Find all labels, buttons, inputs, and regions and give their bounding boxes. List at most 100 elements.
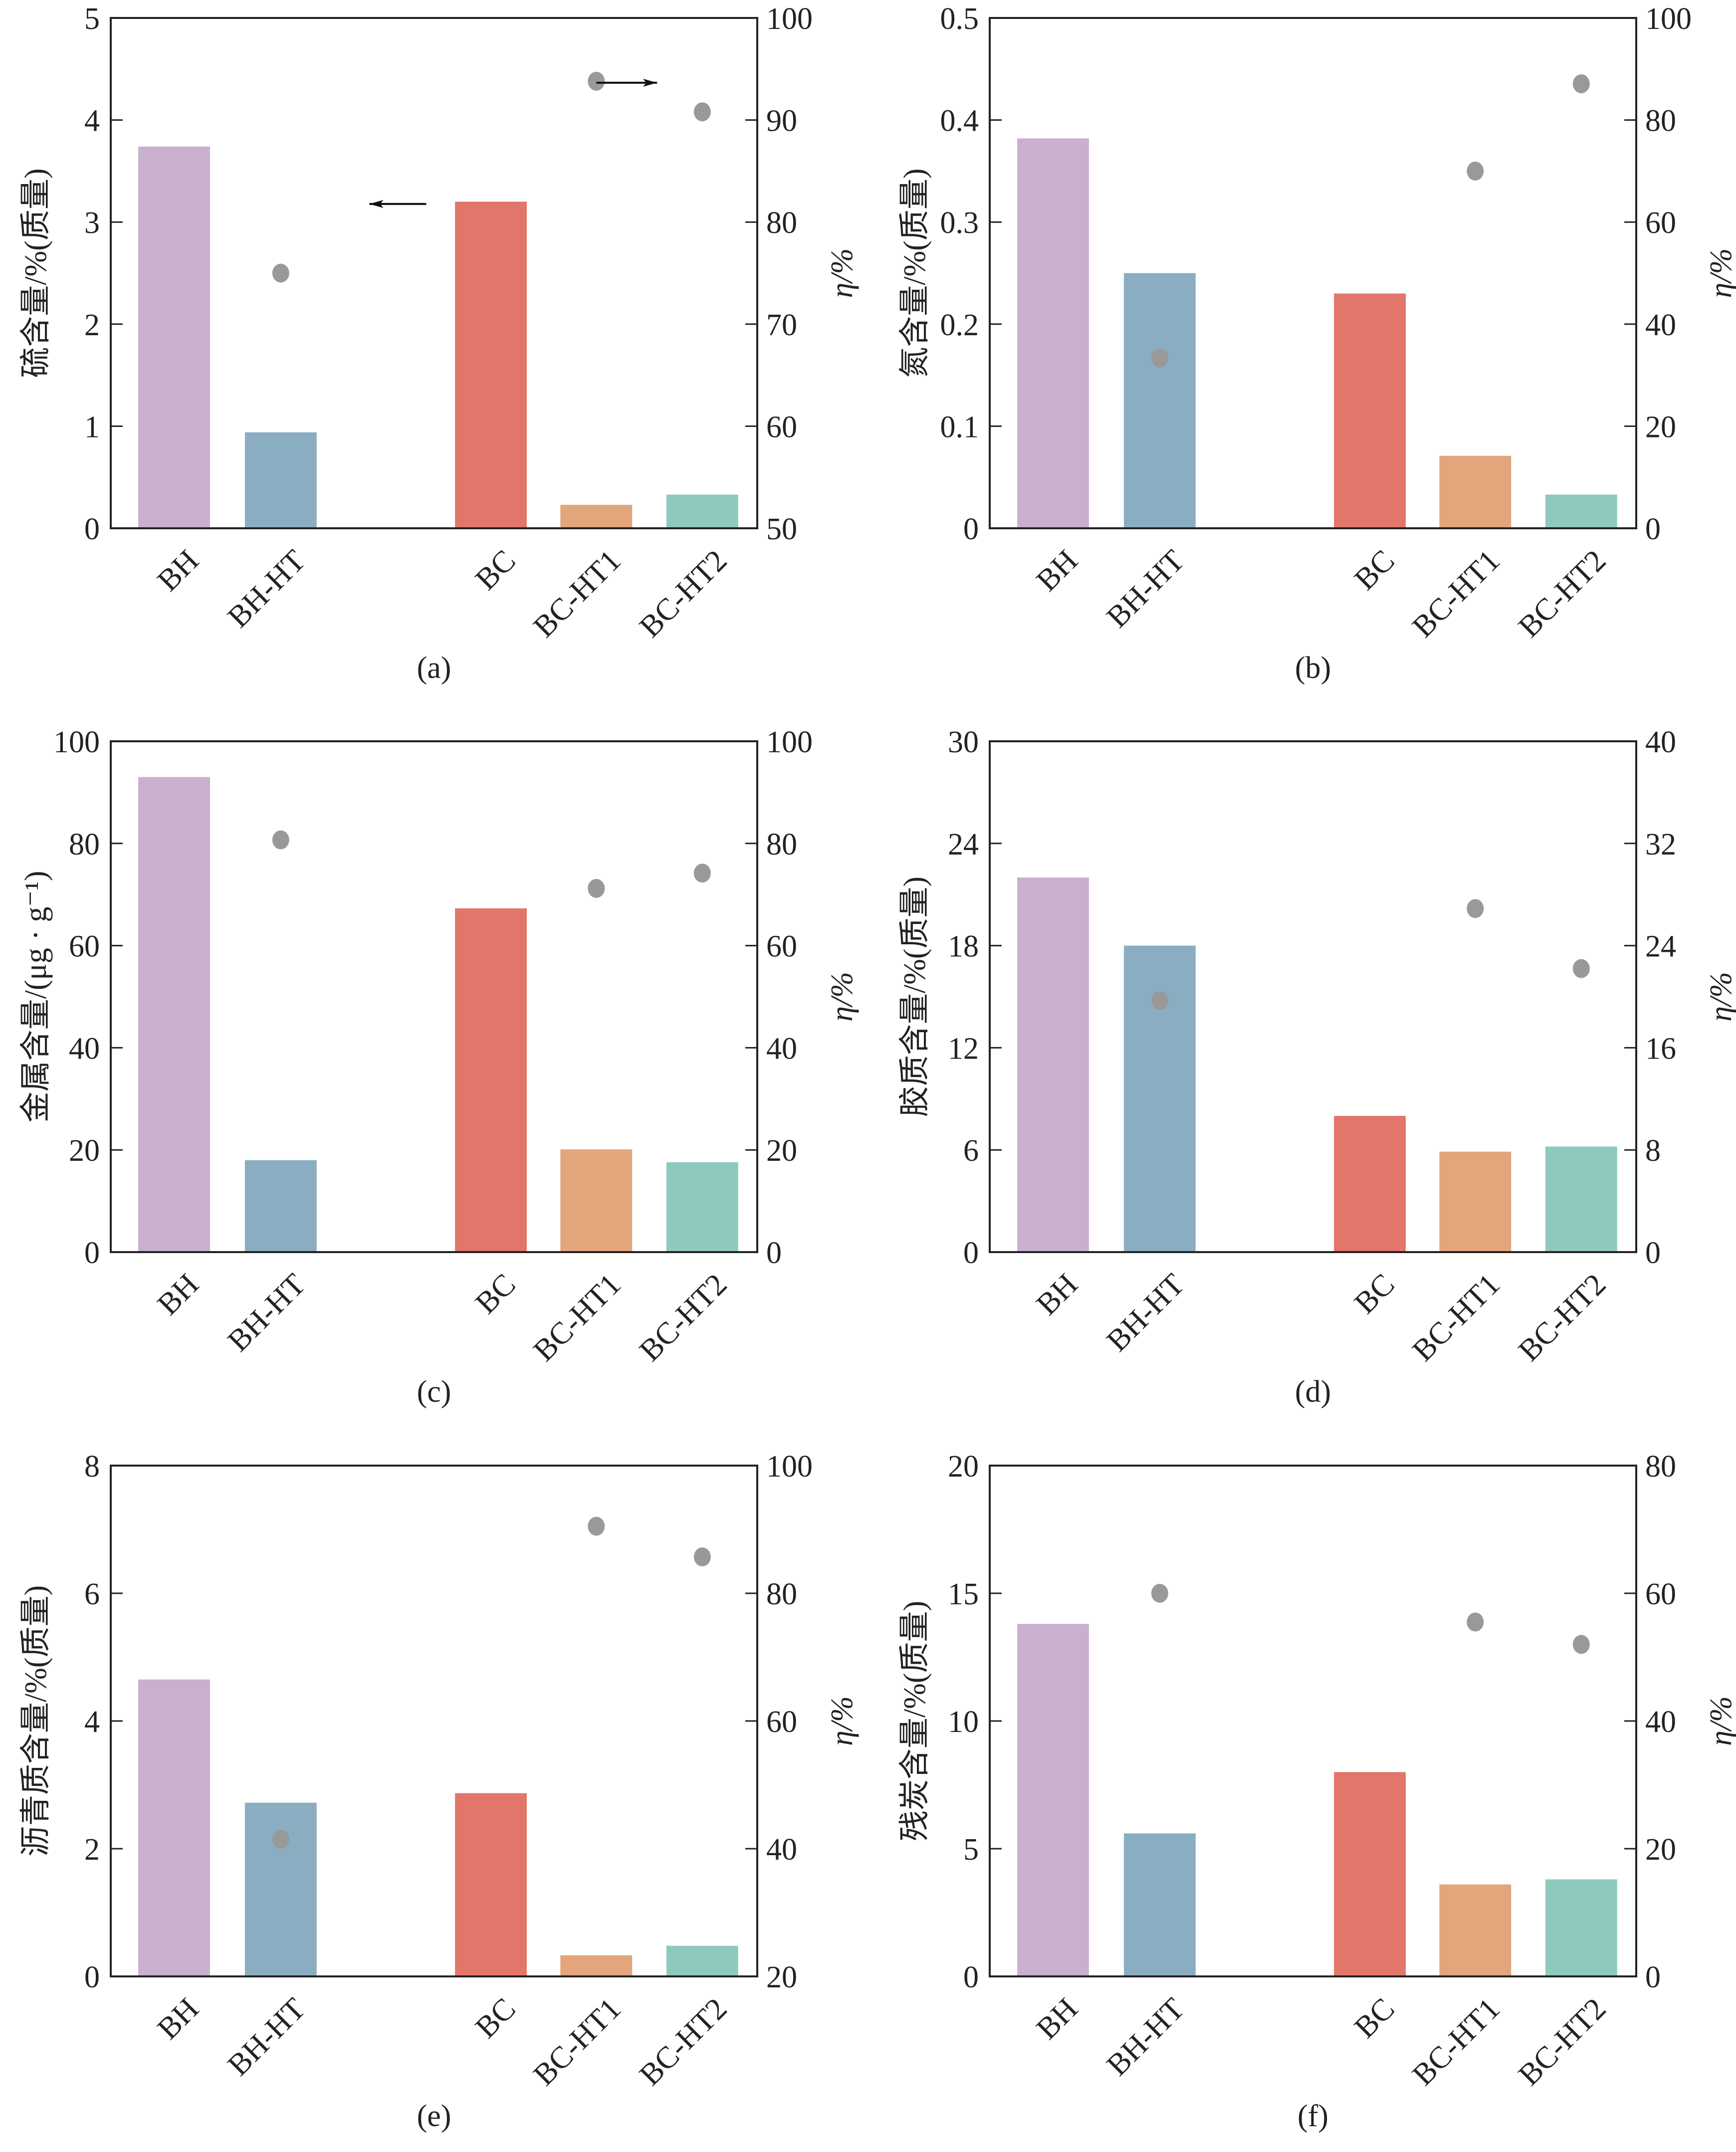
right-axis-title: η/% [1704, 1696, 1736, 1746]
chart-panel-d: 0 6 12 18 24 30 0 8 16 24 32 40 BH BH-HT BC BC-HT1 BC-HT… [898, 725, 1736, 1409]
category-label: BC-HT1 [527, 1268, 628, 1368]
category-label: BH [1030, 1268, 1085, 1322]
left-tick-label: 20 [948, 1450, 979, 1484]
left-tick-label: 0 [963, 512, 979, 546]
bar-bc-ht2 [666, 1945, 738, 1976]
right-tick-label: 70 [766, 308, 797, 342]
left-axis-title: 残炭含量/%(质量) [898, 1601, 932, 1841]
chart-panel-c: 0 20 40 60 80 100 0 20 40 60 80 100 BH BH-HT BC BC-HT1 B… [19, 725, 859, 1409]
category-label: BH-HT [1100, 1992, 1191, 2083]
chart-panel-a: 0 1 2 3 4 5 50 60 70 80 90 100 BH BH-HT BC BC-HT1 BC-HT2… [19, 2, 859, 685]
plot-frame [989, 17, 1637, 529]
eta-point-bc-ht1 [1467, 899, 1484, 918]
category-label: BC [1348, 544, 1401, 597]
eta-point-bc-ht2 [693, 102, 711, 122]
category-label: BH-HT [1100, 1268, 1191, 1358]
category-label: BC [1348, 1268, 1401, 1321]
right-tick-label: 100 [1645, 2, 1692, 36]
bar-bc-ht1 [1439, 1151, 1512, 1252]
right-tick-label: 0 [1645, 1960, 1661, 1994]
bar-bh [1017, 1624, 1089, 1976]
left-axis-title: 硫含量/%(质量) [19, 168, 53, 378]
category-label: BC [469, 544, 522, 597]
left-tick-label: 0.2 [940, 308, 979, 342]
left-tick-label: 6 [84, 1577, 100, 1611]
plot-frame [110, 740, 758, 1253]
left-tick-label: 8 [84, 1450, 100, 1484]
bar-bh-ht [1123, 1833, 1196, 1976]
right-tick-label: 100 [766, 2, 813, 36]
eta-point-bh-ht [1151, 348, 1168, 368]
chart-panel-f: 0 5 10 15 20 0 20 40 60 80 BH BH-HT BC BC-HT1 BC-HT2 残炭… [898, 1450, 1736, 2133]
right-tick-label: 0 [766, 1236, 782, 1270]
category-label: BH [151, 1992, 206, 2046]
right-tick-label: 100 [766, 1450, 813, 1484]
category-label: BH-HT [1100, 544, 1191, 635]
eta-point-bc-ht2 [1572, 959, 1590, 978]
eta-point-bh-ht [272, 1829, 289, 1849]
left-tick-label: 0.3 [940, 206, 979, 240]
right-axis-title: η/% [1704, 248, 1736, 298]
right-tick-label: 0 [1645, 512, 1661, 546]
category-label: BC-HT2 [633, 544, 734, 645]
category-label: BC [1348, 1992, 1401, 2045]
right-tick-label: 40 [1645, 725, 1676, 759]
right-tick-label: 90 [766, 104, 797, 138]
left-tick-label: 0 [963, 1236, 979, 1270]
left-tick-label: 5 [84, 2, 100, 36]
eta-point-bc-ht1 [588, 878, 605, 898]
right-tick-label: 80 [1645, 1450, 1676, 1484]
left-tick-label: 20 [69, 1134, 100, 1168]
right-tick-label: 24 [1645, 930, 1676, 964]
bar-bc [1334, 1772, 1406, 1976]
category-label: BC-HT1 [1406, 1268, 1507, 1368]
category-label: BC-HT1 [1406, 1992, 1507, 2093]
category-label: BH-HT [221, 1992, 312, 2083]
eta-point-bh-ht [1151, 1584, 1168, 1603]
left-tick-label: 6 [963, 1134, 979, 1168]
right-tick-label: 16 [1645, 1032, 1676, 1066]
eta-point-bc-ht2 [693, 1547, 711, 1567]
panel-label: (b) [1295, 651, 1331, 685]
left-tick-label: 18 [948, 930, 979, 964]
left-arrow-icon [369, 200, 384, 208]
left-tick-label: 5 [963, 1833, 979, 1867]
eta-point-bh-ht [1151, 991, 1168, 1010]
right-axis-title: η/% [825, 1696, 859, 1746]
panel-label: (e) [417, 2099, 451, 2133]
right-axis-title: η/% [1704, 972, 1736, 1022]
eta-point-bc-ht1 [588, 1516, 605, 1536]
left-tick-label: 100 [53, 725, 100, 759]
category-label: BH [151, 1268, 206, 1322]
left-tick-label: 0.1 [940, 410, 979, 444]
eta-point-bc-ht2 [693, 863, 711, 883]
right-axis-title: η/% [825, 972, 859, 1022]
left-axis-title: 金属含量/(μg · g⁻¹) [19, 871, 53, 1123]
right-tick-label: 0 [1645, 1236, 1661, 1270]
bar-bc-ht2 [1545, 1146, 1617, 1252]
right-tick-label: 60 [1645, 206, 1676, 240]
bar-bh-ht [244, 1160, 317, 1252]
plot-frame [110, 17, 758, 529]
bar-bc [455, 1793, 527, 1976]
left-tick-label: 2 [84, 1833, 100, 1867]
plot-frame [989, 740, 1637, 1253]
bar-bc-ht2 [1545, 494, 1617, 528]
panel-label: (d) [1295, 1375, 1331, 1409]
left-tick-label: 4 [84, 104, 100, 138]
right-tick-label: 50 [766, 512, 797, 546]
eta-point-bc-ht1 [588, 71, 605, 91]
right-tick-label: 40 [766, 1032, 797, 1066]
panel-label: (a) [417, 651, 451, 685]
category-label: BC-HT2 [1512, 1992, 1613, 2093]
eta-point-bc-ht2 [1572, 1635, 1590, 1654]
right-tick-label: 80 [766, 1577, 797, 1611]
right-tick-label: 60 [766, 1705, 797, 1739]
bar-bc-ht1 [560, 1149, 633, 1252]
left-tick-label: 12 [948, 1032, 979, 1066]
bar-bh-ht [244, 1802, 317, 1976]
eta-point-bc-ht1 [1467, 161, 1484, 181]
right-tick-label: 20 [1645, 1833, 1676, 1867]
left-tick-label: 80 [69, 828, 100, 861]
